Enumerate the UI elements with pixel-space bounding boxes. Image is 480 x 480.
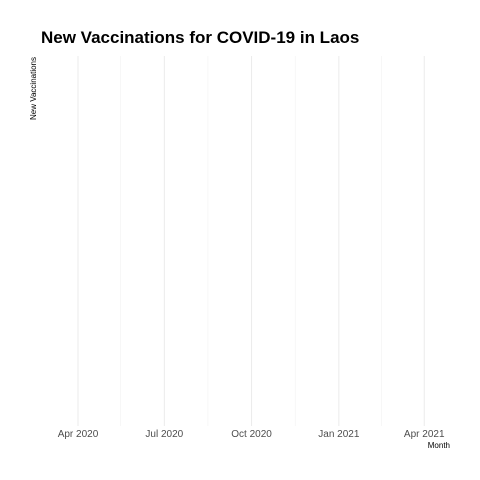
x-tick-label: Apr 2021 (404, 429, 445, 440)
plot-panel (77, 56, 425, 426)
x-axis-title: Month (428, 441, 450, 450)
chart-title: New Vaccinations for COVID-19 in Laos (41, 28, 359, 47)
x-tick-label: Oct 2020 (231, 429, 272, 440)
x-tick-label: Jan 2021 (318, 429, 360, 440)
x-tick-label: Jul 2020 (145, 429, 183, 440)
x-axis-tick-labels: Apr 2020 Jul 2020 Oct 2020 Jan 2021 Apr 2021 (58, 429, 445, 440)
x-tick-label: Apr 2020 (58, 429, 99, 440)
y-axis-title: New Vaccinations (29, 57, 38, 120)
grid-lines (77, 56, 425, 426)
